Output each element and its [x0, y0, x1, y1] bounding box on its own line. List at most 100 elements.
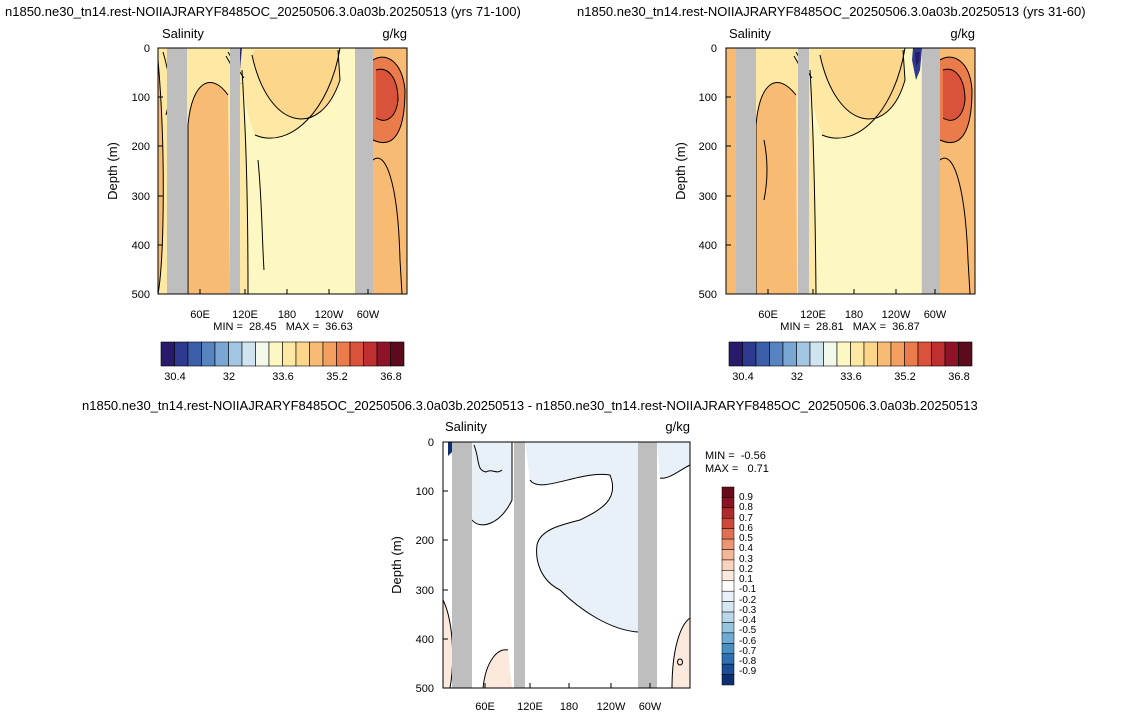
colorbar-swatch: [721, 507, 735, 519]
colorbar-label: -0.2: [739, 595, 757, 606]
colorbar-label: 32: [791, 371, 803, 383]
x-tick-label: 60W: [924, 309, 947, 321]
contour-fill: [672, 618, 690, 688]
y-tick-label: 200: [132, 141, 150, 153]
land-mask: [922, 48, 940, 294]
contour-line: [939, 56, 973, 143]
field-label: Salinity: [162, 26, 204, 41]
y-ticks: [726, 47, 731, 295]
colorbar-swatch: [160, 341, 175, 367]
y-tick-label: 200: [699, 141, 717, 153]
y-tick-label: 500: [699, 289, 717, 301]
colorbar-swatch: [721, 486, 735, 498]
colorbar: [721, 486, 735, 686]
colorbar-label: -0.9: [739, 666, 757, 677]
contour-line: [755, 82, 797, 294]
y-tick-label: 200: [416, 535, 434, 547]
colorbar-label: 0.7: [739, 513, 753, 524]
colorbar-label: -0.1: [739, 584, 757, 595]
colorbar-swatch: [309, 341, 324, 367]
colorbar-swatch: [721, 643, 735, 654]
x-tick-label: 180: [560, 701, 578, 713]
colorbar-label: 36.8: [380, 371, 401, 383]
colorbar-swatch: [376, 341, 391, 367]
x-tick-label: 120E: [800, 309, 826, 321]
colorbar-swatch: [721, 632, 735, 644]
contour-fill: [188, 82, 230, 294]
colorbar-swatch: [187, 341, 202, 367]
colorbar-swatch: [268, 341, 283, 367]
colorbar-swatch: [796, 341, 811, 367]
land-mask: [638, 442, 657, 688]
colorbar-swatch: [214, 341, 229, 367]
colorbar-swatch: [721, 674, 735, 686]
x-tick-label: 120E: [232, 309, 258, 321]
colorbar-swatch: [322, 341, 337, 367]
field-label: Salinity: [445, 419, 487, 434]
colorbar-label: 30.4: [732, 371, 753, 383]
colorbar-label: 33.6: [272, 371, 293, 383]
colorbar-swatch: [721, 611, 735, 623]
colorbar-swatch: [721, 559, 735, 571]
top-left-title: n1850.ne30_tn14.rest-NOIIAJRARYF8485OC_2…: [5, 4, 521, 19]
contour-line: [375, 68, 399, 121]
colorbar-swatch: [721, 518, 735, 529]
contour-line: [821, 47, 906, 139]
contour-fill: [943, 69, 965, 121]
contour-line: [251, 49, 341, 120]
colorbar-swatch: [282, 341, 297, 367]
colorbar-label: 0.6: [739, 523, 753, 534]
x-ticks: [199, 289, 369, 294]
contour-line: [473, 444, 503, 473]
contour-fill: [820, 50, 905, 119]
x-tick-label: 120W: [882, 309, 911, 321]
colorbar-swatch: [755, 341, 770, 367]
colorbar-label: 0.3: [739, 554, 753, 565]
colorbar-swatch: [836, 341, 851, 367]
contour-line: [677, 658, 683, 666]
colorbar-label: 30.4: [164, 371, 185, 383]
panel-top-right: 0 100 200 300 400 500 60E 120E 180 120W …: [673, 26, 976, 383]
y-axis-label: Depth (m): [673, 142, 688, 200]
contour-fill: [242, 48, 355, 294]
land-mask: [798, 48, 809, 294]
min-max-stats: MIN = 28.81 MAX = 36.87: [780, 321, 919, 333]
x-tick-label: 60W: [639, 701, 662, 713]
x-tick-label: 60W: [357, 309, 380, 321]
colorbar-swatch: [958, 341, 973, 367]
colorbar-swatch: [174, 341, 189, 367]
y-ticks: [443, 441, 448, 689]
colorbar-label: -0.4: [739, 615, 757, 626]
colorbar-label: 0.1: [739, 574, 753, 585]
land-mask: [355, 48, 373, 294]
colorbar-swatch: [721, 549, 735, 561]
colorbar-swatch: [809, 341, 824, 367]
contour-fill: [470, 442, 512, 525]
contour-fill: [376, 69, 398, 121]
land-mask: [167, 48, 187, 294]
contour-line: [241, 69, 249, 295]
contour-line: [372, 56, 406, 143]
x-tick-label: 60E: [758, 309, 778, 321]
y-tick-label: 100: [416, 486, 434, 498]
colorbar-swatch: [944, 341, 959, 367]
bottom-title: n1850.ne30_tn14.rest-NOIIAJRARYF8485OC_2…: [82, 398, 978, 413]
colorbar-label: -0.3: [739, 605, 757, 616]
colorbar-swatch: [890, 341, 905, 367]
contour-line: [257, 159, 265, 271]
colorbar-swatch: [721, 653, 735, 665]
land-mask: [230, 48, 240, 294]
y-tick-label: 100: [699, 92, 717, 104]
y-tick-label: 500: [416, 683, 434, 695]
contour-line: [763, 139, 768, 201]
max-stat: MAX = 0.71: [705, 463, 769, 475]
plot-frame: [157, 47, 408, 295]
y-tick-label: 0: [144, 43, 150, 55]
colorbar-label: 35.2: [894, 371, 915, 383]
x-ticks: [767, 289, 936, 294]
y-axis-label: Depth (m): [389, 536, 404, 594]
colorbar-swatch: [241, 341, 256, 367]
y-ticks: [158, 47, 163, 295]
contour-line: [529, 473, 639, 633]
contour-fill: [252, 50, 340, 119]
